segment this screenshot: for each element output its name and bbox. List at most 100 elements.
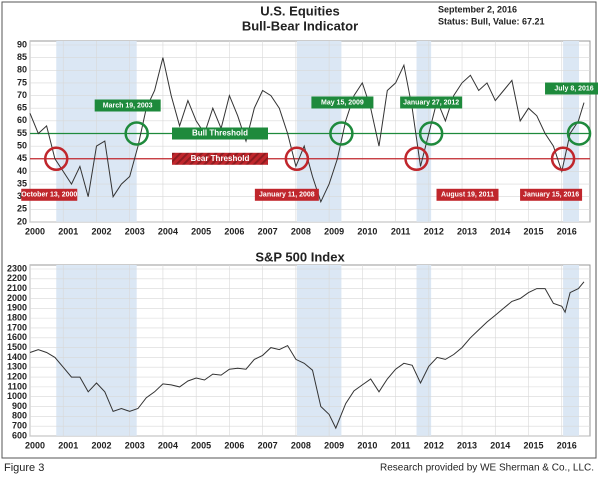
bear-period xyxy=(416,265,432,436)
y-tick-label: 45 xyxy=(17,153,27,163)
status: Status: Bull, Value: 67.21 xyxy=(438,16,545,26)
signal-label: March 19, 2003 xyxy=(103,102,153,109)
y-tick-label: 1000 xyxy=(7,391,27,401)
x-tick-label: 2001 xyxy=(58,440,78,450)
signal-label: August 19, 2011 xyxy=(441,192,494,199)
signal-box xyxy=(520,188,583,201)
x-tick-label: 2008 xyxy=(291,226,311,236)
y-tick-label: 1100 xyxy=(7,381,27,391)
x-tick-label: 2000 xyxy=(25,440,45,450)
x-tick-label: 2013 xyxy=(457,440,477,450)
signal-circle xyxy=(404,146,429,172)
y-tick-label: 1400 xyxy=(7,352,27,362)
x-tick-label: 2009 xyxy=(324,440,344,450)
y-tick-label: 85 xyxy=(17,52,27,62)
chart-subtitle: Bull-Bear Indicator xyxy=(242,18,358,33)
x-tick-label: 2009 xyxy=(324,226,344,236)
signal-label: January 11, 2008 xyxy=(259,192,315,199)
y-tick-label: 1500 xyxy=(7,342,27,352)
y-tick-label: 60 xyxy=(17,115,27,125)
y-tick-label: 40 xyxy=(17,166,27,176)
y-tick-label: 1300 xyxy=(7,362,27,372)
figure-label: Figure 3 xyxy=(4,462,44,474)
signal-circle xyxy=(566,121,592,146)
y-tick-label: 1600 xyxy=(7,332,27,342)
chart-title: U.S. Equities xyxy=(260,3,339,18)
y-tick-label: 75 xyxy=(17,77,27,87)
threshold-label: Bear Threshold xyxy=(191,154,250,163)
credit: Research provided by WE Sherman & Co., L… xyxy=(380,463,594,474)
x-tick-label: 2000 xyxy=(25,226,45,236)
x-tick-label: 2014 xyxy=(490,226,510,236)
x-tick-label: 2010 xyxy=(357,226,377,236)
x-tick-label: 2004 xyxy=(158,440,178,450)
y-tick-label: 1700 xyxy=(7,322,27,332)
signal-circle xyxy=(550,146,576,172)
signal-circle xyxy=(44,146,69,172)
signal-box xyxy=(400,96,463,109)
signal-box xyxy=(436,188,499,201)
signal-label: October 13, 2000 xyxy=(21,192,77,199)
x-tick-label: 2007 xyxy=(258,440,278,450)
x-tick-label: 2001 xyxy=(58,226,78,236)
y-tick-label: 70 xyxy=(17,90,27,100)
y-tick-label: 700 xyxy=(12,421,27,431)
x-tick-label: 2016 xyxy=(557,440,577,450)
y-tick-label: 600 xyxy=(12,430,27,440)
x-tick-label: 2014 xyxy=(490,440,510,450)
y-tick-label: 1200 xyxy=(7,371,27,381)
x-tick-label: 2011 xyxy=(391,226,411,236)
threshold-box xyxy=(172,127,268,140)
bear-period xyxy=(296,265,342,436)
x-tick-label: 2002 xyxy=(91,226,111,236)
y-tick-label: 2300 xyxy=(7,263,27,273)
status-date: September 2, 2016 xyxy=(438,4,517,14)
y-tick-label: 2200 xyxy=(7,273,27,283)
x-tick-label: 2005 xyxy=(191,226,211,236)
x-tick-label: 2016 xyxy=(557,226,577,236)
x-tick-label: 2003 xyxy=(125,226,145,236)
signal-circle xyxy=(124,121,149,146)
y-tick-label: 1900 xyxy=(7,303,27,313)
y-tick-label: 80 xyxy=(17,65,27,75)
signal-circle xyxy=(329,121,354,146)
bear-period xyxy=(563,265,580,436)
bear-period xyxy=(416,41,432,222)
signal-label: July 8, 2016 xyxy=(554,85,593,92)
x-tick-label: 2015 xyxy=(524,440,544,450)
y-tick-label: 65 xyxy=(17,103,27,113)
x-tick-label: 2012 xyxy=(424,226,444,236)
threshold-label: Bull Threshold xyxy=(192,129,248,138)
x-tick-label: 2003 xyxy=(125,440,145,450)
y-tick-label: 800 xyxy=(12,411,27,421)
signal-box xyxy=(311,96,374,109)
y-tick-label: 900 xyxy=(12,401,27,411)
signal-box xyxy=(254,188,319,201)
y-tick-label: 1800 xyxy=(7,312,27,322)
y-tick-label: 25 xyxy=(17,204,27,214)
signal-circle xyxy=(284,146,310,172)
signal-box xyxy=(94,99,161,112)
data-line xyxy=(29,281,585,430)
signal-label: January 27, 2012 xyxy=(403,99,459,106)
x-tick-label: 2015 xyxy=(524,226,544,236)
signal-label: May 15, 2009 xyxy=(321,99,364,106)
x-tick-label: 2010 xyxy=(357,440,377,450)
signal-box xyxy=(545,82,598,95)
y-tick-label: 55 xyxy=(17,128,27,138)
threshold-box xyxy=(172,152,268,165)
y-tick-label: 50 xyxy=(17,141,27,151)
x-tick-label: 2012 xyxy=(424,440,444,450)
y-tick-label: 2100 xyxy=(7,283,27,293)
x-tick-label: 2002 xyxy=(91,440,111,450)
x-tick-label: 2004 xyxy=(158,226,178,236)
y-tick-label: 35 xyxy=(17,178,27,188)
y-tick-label: 2000 xyxy=(7,293,27,303)
signal-label: January 15, 2016 xyxy=(523,192,579,199)
x-tick-label: 2008 xyxy=(291,440,311,450)
y-tick-label: 20 xyxy=(17,216,27,226)
x-tick-label: 2006 xyxy=(224,440,244,450)
y-tick-label: 90 xyxy=(17,39,27,49)
x-tick-label: 2006 xyxy=(224,226,244,236)
